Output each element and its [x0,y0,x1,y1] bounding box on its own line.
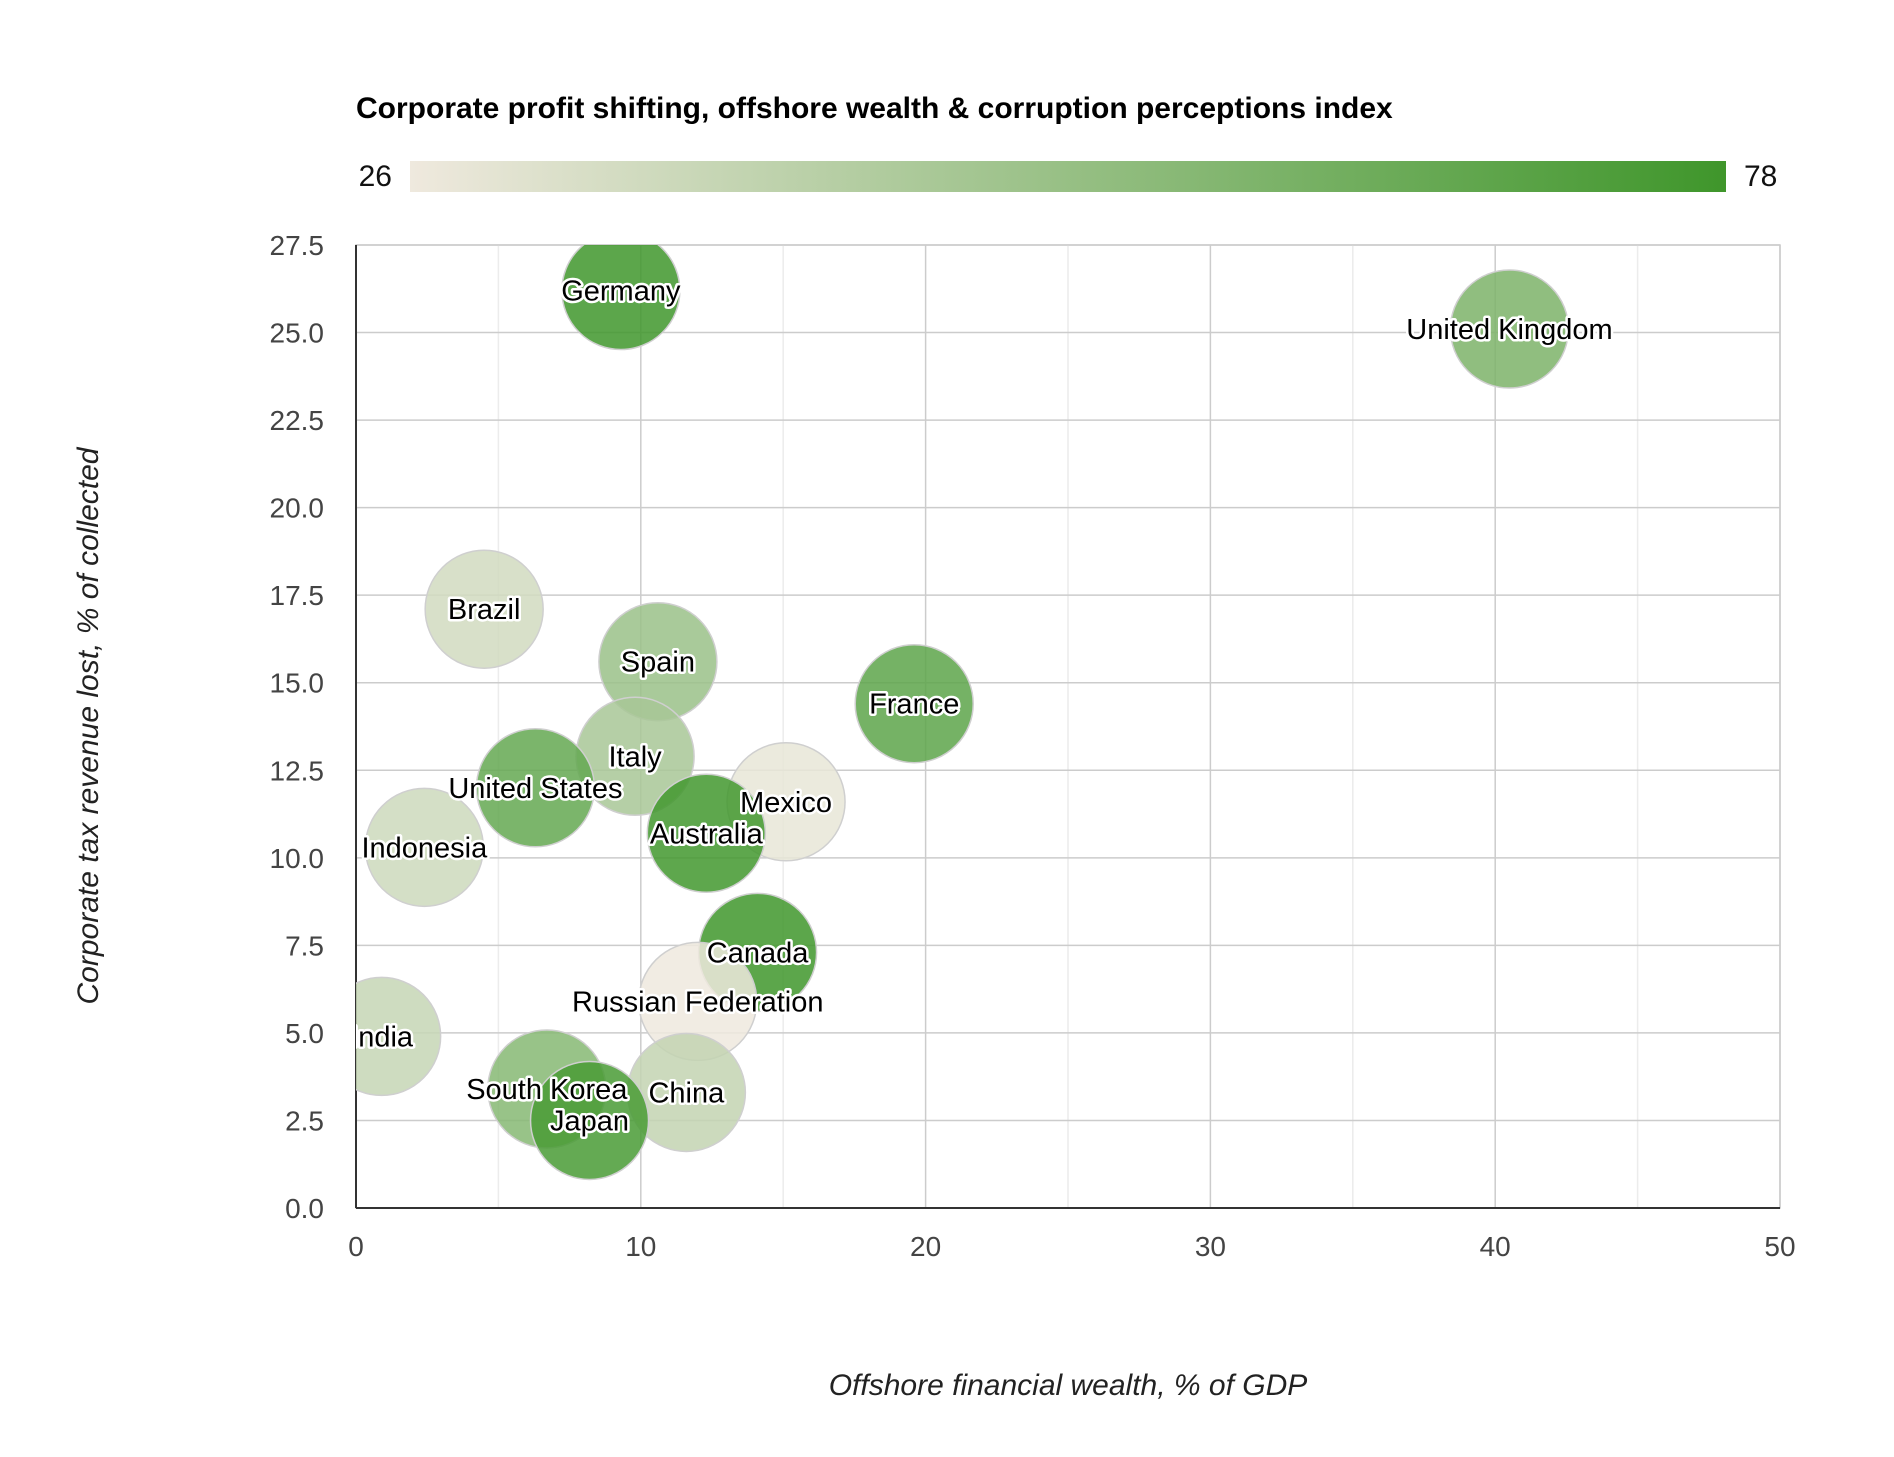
bubble-label-china: China [648,1077,725,1109]
y-tick-label: 12.5 [270,755,325,786]
color-scale-max-label: 78 [1744,160,1777,193]
y-tick-label: 15.0 [270,668,325,699]
bubble-japan[interactable] [529,1060,650,1181]
bubble-label-united-states: United States [448,773,622,805]
bubbles [323,232,1570,1181]
y-tick-label: 22.5 [270,405,325,436]
bubble-label-spain: Spain [621,647,695,679]
y-tick-label: 7.5 [285,930,324,961]
y-tick-label: 10.0 [270,843,325,874]
bubble-label-russian-federation: Russian Federation [572,986,823,1018]
x-axis-title: Offshore financial wealth, % of GDP [829,1369,1308,1402]
bubble-label-canada: Canada [707,937,809,969]
bubble-label-mexico: Mexico [740,787,832,819]
y-tick-label: 5.0 [285,1018,324,1049]
y-tick-label: 17.5 [270,580,325,611]
bubble-label-japan: Japan [550,1105,629,1137]
x-tick-label: 50 [1764,1231,1795,1262]
y-axis-title: Corporate tax revenue lost, % of collect… [72,446,105,1004]
x-tick-label: 30 [1195,1231,1226,1262]
bubble-label-france: France [869,689,959,721]
y-tick-label: 0.0 [285,1193,324,1224]
bubble-label-germany: Germany [561,276,681,308]
bubble-germany[interactable] [561,232,681,351]
bubble-label-australia: Australia [650,818,764,850]
x-tick-label: 10 [625,1231,656,1262]
axes: 0 10 20 30 40 50 0.0 2.5 5.0 7.5 10.0 12.5 15.0 17.5 2… [270,230,1796,1262]
bubble-label-united-kingdom: United Kingdom [1406,314,1612,346]
y-tick-label: 25.0 [270,318,325,349]
bubble-united-kingdom[interactable] [1449,269,1570,389]
x-tick-label: 0 [348,1231,364,1262]
bubble-brazil[interactable] [424,549,544,669]
bubble-labels: Germany United Kingdom Brazil Spain France It… [350,273,1615,1140]
bubble-label-india: India [350,1021,414,1053]
chart-title: Corporate profit shifting, offshore weal… [356,92,1393,125]
y-tick-label: 27.5 [270,230,325,261]
x-tick-label: 40 [1480,1231,1511,1262]
bubble-india[interactable] [323,976,442,1097]
bubble-label-indonesia: Indonesia [361,832,488,864]
color-scale-bar [410,161,1726,192]
bubble-label-italy: Italy [609,741,663,773]
y-tick-label: 20.0 [270,493,325,524]
bubble-australia[interactable] [646,773,767,894]
y-tick-label: 2.5 [285,1105,324,1136]
bubble-label-south-korea: South Korea [466,1074,628,1106]
x-tick-label: 20 [910,1231,941,1262]
bubble-label-brazil: Brazil [448,594,521,626]
bubble-france[interactable] [854,643,974,764]
bubble-indonesia[interactable] [364,787,485,908]
bubble-united-states[interactable] [475,728,596,848]
color-scale-min-label: 26 [359,160,392,193]
